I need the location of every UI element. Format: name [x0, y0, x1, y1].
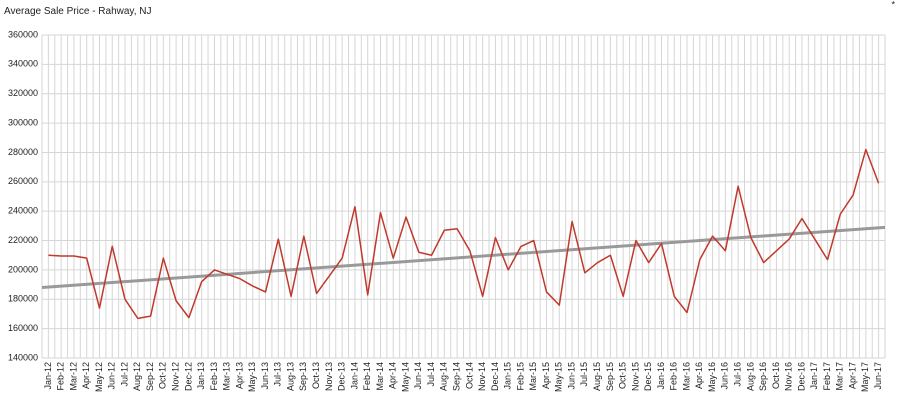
x-tick-label: Feb-16 — [669, 362, 679, 391]
x-tick-label: May-14 — [400, 362, 410, 392]
x-tick-label: Apr-13 — [234, 362, 244, 389]
x-tick-label: Mar-14 — [375, 362, 385, 391]
x-tick-label: Jun-12 — [107, 362, 117, 390]
x-tick-label: Mar-16 — [681, 362, 691, 391]
x-tick-label: Dec-16 — [796, 362, 806, 391]
x-tick-label: Mar-17 — [835, 362, 845, 391]
x-tick-label: Apr-17 — [847, 362, 857, 389]
y-tick-label: 220000 — [8, 235, 38, 245]
x-tick-label: Apr-16 — [694, 362, 704, 389]
x-tick-label: Oct-15 — [618, 362, 628, 389]
x-tick-label: Jun-15 — [566, 362, 576, 390]
x-tick-label: Jul-15 — [579, 362, 589, 387]
x-tick-label: Jul-12 — [119, 362, 129, 387]
x-tick-label: Dec-12 — [183, 362, 193, 391]
y-tick-label: 180000 — [8, 294, 38, 304]
x-tick-label: Jan-16 — [656, 362, 666, 390]
x-tick-label: Jul-16 — [732, 362, 742, 387]
x-tick-label: Feb-12 — [56, 362, 66, 391]
x-tick-label: May-17 — [860, 362, 870, 392]
y-tick-label: 200000 — [8, 264, 38, 274]
x-tick-label: Mar-15 — [528, 362, 538, 391]
x-tick-label: Nov-13 — [324, 362, 334, 391]
x-tick-label: Sep-13 — [298, 362, 308, 391]
y-tick-label: 260000 — [8, 176, 38, 186]
y-tick-label: 360000 — [8, 29, 38, 39]
y-tick-label: 320000 — [8, 88, 38, 98]
series-line — [48, 148, 880, 320]
x-tick-label: May-13 — [247, 362, 257, 392]
x-tick-label: Oct-12 — [158, 362, 168, 389]
x-tick-label: Dec-15 — [643, 362, 653, 391]
x-tick-label: Apr-15 — [541, 362, 551, 389]
x-tick-label: Jan-17 — [809, 362, 819, 390]
x-tick-label: May-12 — [94, 362, 104, 392]
x-tick-label: Oct-13 — [311, 362, 321, 389]
chart-title: Average Sale Price - Rahway, NJ — [4, 6, 151, 17]
x-tick-label: Sep-12 — [145, 362, 155, 391]
x-tick-label: Dec-13 — [337, 362, 347, 391]
x-tick-label: Aug-16 — [745, 362, 755, 391]
x-tick-label: Aug-13 — [285, 362, 295, 391]
x-tick-label: Oct-16 — [771, 362, 781, 389]
x-tick-label: Jan-15 — [503, 362, 513, 390]
x-tick-label: Sep-14 — [451, 362, 461, 391]
x-tick-label: Sep-16 — [758, 362, 768, 391]
x-tick-label: Nov-12 — [170, 362, 180, 391]
x-tick-label: Nov-14 — [477, 362, 487, 391]
x-tick-label: Jan-14 — [349, 362, 359, 390]
y-tick-label: 300000 — [8, 117, 38, 127]
y-tick-label: 160000 — [8, 323, 38, 333]
x-tick-label: Jan-13 — [196, 362, 206, 390]
y-tick-label: 240000 — [8, 206, 38, 216]
x-tick-label: Apr-12 — [81, 362, 91, 389]
x-tick-label: Oct-14 — [464, 362, 474, 389]
corner-note: * — [891, 0, 895, 9]
x-tick-label: Jun-13 — [260, 362, 270, 390]
y-tick-label: 340000 — [8, 59, 38, 69]
x-tick-label: Jun-14 — [413, 362, 423, 390]
x-tick-label: May-15 — [554, 362, 564, 392]
y-tick-label: 280000 — [8, 147, 38, 157]
trendline — [41, 225, 886, 290]
y-tick-label: 140000 — [8, 352, 38, 362]
x-tick-label: Jul-13 — [273, 362, 283, 387]
x-tick-label: Feb-15 — [515, 362, 525, 391]
x-tick-label: Nov-16 — [784, 362, 794, 391]
x-tick-label: Aug-14 — [439, 362, 449, 391]
x-tick-label: May-16 — [707, 362, 717, 392]
x-tick-label: Aug-12 — [132, 362, 142, 391]
x-tick-label: Mar-13 — [222, 362, 232, 391]
x-tick-label: Feb-17 — [822, 362, 832, 391]
x-tick-label: Feb-13 — [209, 362, 219, 391]
x-tick-label: Nov-15 — [630, 362, 640, 391]
x-tick-label: Jun-16 — [720, 362, 730, 390]
x-tick-label: Mar-12 — [68, 362, 78, 391]
x-tick-label: Apr-14 — [388, 362, 398, 389]
x-tick-label: Aug-15 — [592, 362, 602, 391]
x-tick-label: Jul-14 — [426, 362, 436, 387]
x-tick-label: Jan-12 — [43, 362, 53, 390]
x-tick-label: Jun-17 — [873, 362, 883, 390]
x-tick-label: Dec-14 — [490, 362, 500, 391]
x-tick-label: Sep-15 — [605, 362, 615, 391]
x-tick-label: Feb-14 — [362, 362, 372, 391]
